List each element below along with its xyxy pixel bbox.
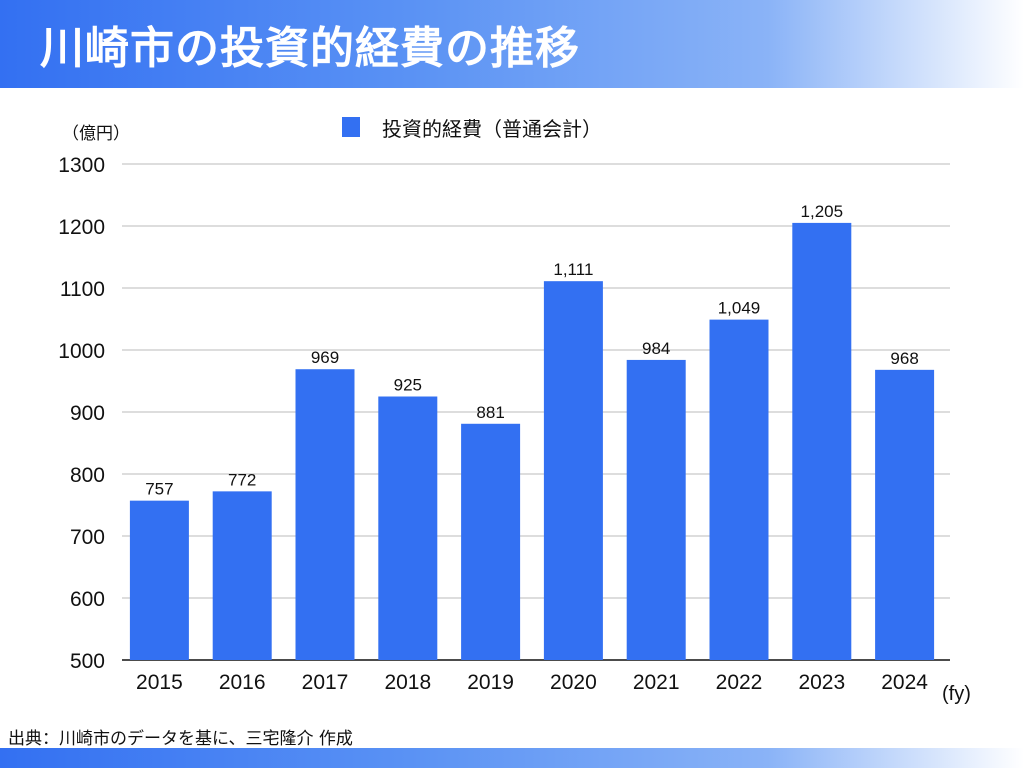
- y-axis-unit: （億円）: [62, 124, 130, 143]
- legend-label: 投資的経費（普通会計）: [382, 118, 602, 141]
- y-tick-label: 600: [70, 588, 105, 611]
- bar-2017: [295, 369, 355, 660]
- bar-2019: [461, 423, 521, 660]
- x-tick-label: 2019: [467, 671, 514, 694]
- data-label: 772: [228, 470, 256, 489]
- x-tick-label: 2024: [881, 671, 928, 694]
- y-tick-label: 900: [70, 402, 105, 425]
- y-tick-label: 1200: [58, 216, 105, 239]
- data-label: 881: [476, 403, 504, 422]
- x-axis-unit: (fy): [942, 683, 971, 705]
- y-tick-label: 700: [70, 526, 105, 549]
- x-tick-label: 2023: [798, 671, 845, 694]
- page-title: 川崎市の投資的経費の推移: [40, 23, 580, 74]
- legend-swatch: [342, 117, 360, 137]
- x-tick-label: 2021: [633, 671, 680, 694]
- y-tick-label: 1000: [58, 340, 105, 363]
- data-label: 969: [311, 348, 339, 367]
- bar-2024: [875, 369, 935, 660]
- bar-2022: [709, 319, 769, 660]
- x-tick-label: 2022: [716, 671, 763, 694]
- x-tick-label: 2016: [219, 671, 266, 694]
- data-label: 984: [642, 339, 670, 358]
- data-label: 925: [394, 376, 422, 395]
- bar-2023: [792, 222, 852, 660]
- title-banner: 川崎市の投資的経費の推移: [0, 0, 1024, 88]
- data-label: 968: [890, 349, 918, 368]
- bar-2016: [212, 491, 272, 660]
- y-tick-label: 1100: [60, 278, 105, 301]
- bar-2021: [626, 359, 686, 660]
- source-note: 出典：川崎市のデータを基に、三宅隆介 作成: [8, 729, 353, 749]
- y-tick-label: 800: [70, 464, 105, 487]
- x-tick-label: 2015: [136, 671, 183, 694]
- data-label: 1,205: [801, 202, 844, 221]
- data-label: 757: [145, 480, 173, 499]
- y-tick-label: 1300: [58, 154, 105, 177]
- bar-2020: [543, 281, 603, 660]
- y-tick-label: 500: [70, 650, 105, 673]
- data-label: 1,049: [718, 299, 761, 318]
- x-tick-label: 2020: [550, 671, 597, 694]
- bar-2015: [129, 500, 189, 660]
- x-tick-label: 2017: [302, 671, 349, 694]
- footer-bar: [0, 748, 1024, 768]
- x-tick-label: 2018: [384, 671, 431, 694]
- bar-2018: [378, 396, 438, 660]
- data-label: 1,111: [553, 260, 593, 279]
